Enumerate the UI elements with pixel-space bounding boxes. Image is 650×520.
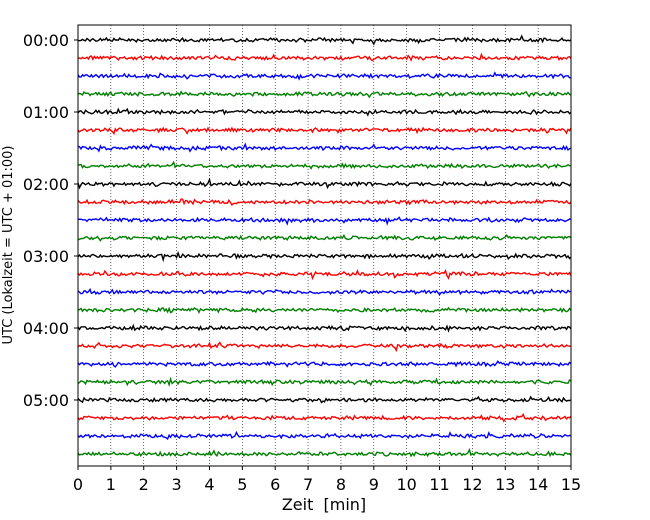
x-tick-label: 8: [336, 475, 346, 494]
x-tick-label: 4: [204, 475, 214, 494]
x-tick-label: 0: [73, 475, 83, 494]
trace-line: [77, 107, 572, 117]
trace-line: [77, 160, 571, 170]
y-tick-label: 02:00: [23, 175, 69, 194]
x-tick-label: 12: [462, 475, 482, 494]
trace-line: [77, 395, 572, 404]
trace-line: [77, 52, 572, 62]
trace-line: [77, 233, 572, 242]
trace-line: [77, 306, 572, 315]
x-tick-label: 5: [237, 475, 247, 494]
traces: [77, 34, 572, 458]
x-axis-label: Zeit [min]: [282, 495, 366, 514]
x-tick-label: 7: [303, 475, 313, 494]
trace-line: [77, 323, 572, 333]
trace-line: [77, 71, 572, 81]
trace-line: [77, 412, 572, 423]
x-tick-label: 15: [561, 475, 581, 494]
trace-line: [77, 268, 572, 281]
x-tick-label: 6: [270, 475, 280, 494]
x-tick-label: 9: [369, 475, 379, 494]
y-tick-label: 05:00: [23, 391, 69, 410]
x-tick-label: 10: [396, 475, 416, 494]
y-axis-label: UTC (Lokalzeit = UTC + 01:00): [1, 146, 16, 345]
x-tick-label: 14: [528, 475, 548, 494]
plot-frame: [77, 24, 572, 467]
x-tick-label: 11: [429, 475, 449, 494]
x-axis: 0 1 2 3 4 5 6 7 8 9 10 11 12 13 14 15: [73, 466, 581, 494]
x-tick-label: 1: [106, 475, 116, 494]
trace-line: [77, 90, 572, 99]
x-tick-label: 13: [495, 475, 515, 494]
y-tick-label: 04:00: [23, 319, 69, 338]
trace-line: [77, 287, 572, 296]
x-tick-label: 2: [139, 475, 149, 494]
x-tick-label: 3: [172, 475, 182, 494]
trace-line: [77, 360, 572, 368]
trace-line: [77, 126, 572, 136]
y-tick-label: 01:00: [23, 103, 69, 122]
trace-line: [77, 198, 572, 206]
trace-line: [77, 430, 572, 440]
trace-line: [77, 341, 572, 353]
trace-line: [77, 376, 572, 387]
trace-line: [77, 177, 572, 190]
y-tick-label: 03:00: [23, 247, 69, 266]
y-axis: 00:00 01:00 02:00 03:00 04:00 05:00: [23, 31, 78, 410]
trace-line: [77, 216, 572, 226]
trace-line: [77, 250, 572, 263]
y-tick-label: 00:00: [23, 31, 69, 50]
trace-line: [77, 142, 572, 153]
trace-line: [77, 447, 572, 458]
trace-line: [77, 34, 572, 46]
